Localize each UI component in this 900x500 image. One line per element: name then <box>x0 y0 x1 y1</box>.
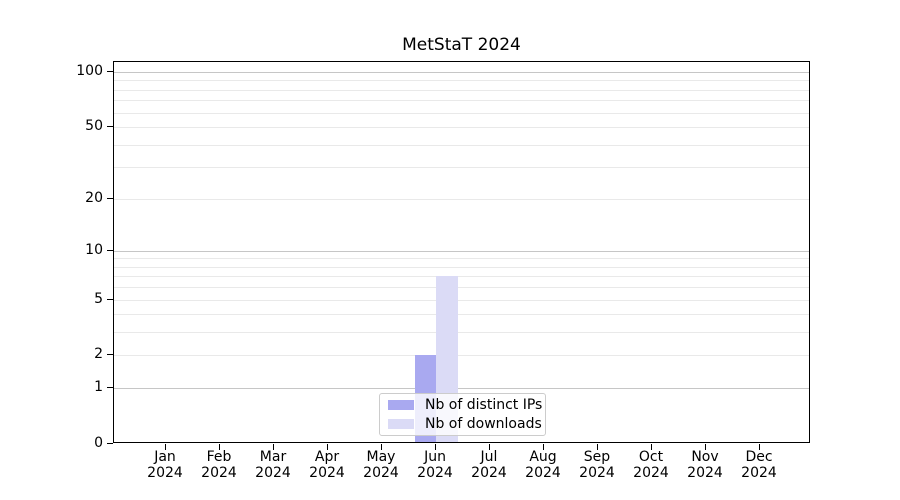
x-tick-mark <box>489 444 490 450</box>
legend-swatch <box>388 400 414 410</box>
x-tick-month: Jun <box>424 449 446 465</box>
legend-label: Nb of downloads <box>425 416 542 432</box>
x-tick-year: 2024 <box>525 464 561 481</box>
x-tick-month: Jul <box>480 449 498 465</box>
plot-area <box>113 61 810 443</box>
y-gridline-minor <box>114 355 809 357</box>
y-tick-mark <box>107 298 113 300</box>
x-tick-year: 2024 <box>363 464 399 481</box>
y-gridline-major <box>114 71 809 73</box>
y-tick-label: 10 <box>85 241 103 258</box>
y-tick-mark <box>107 387 113 389</box>
y-gridline-minor <box>114 89 809 91</box>
y-tick-label: 2 <box>94 346 103 363</box>
y-gridline-minor <box>114 299 809 301</box>
y-gridline-minor <box>114 100 809 102</box>
x-tick-mark <box>327 444 328 450</box>
y-gridline-minor <box>114 167 809 169</box>
x-tick-label-jul: Jul 2024 <box>459 449 519 481</box>
y-tick-label: 20 <box>85 189 103 206</box>
x-tick-mark <box>597 444 598 450</box>
x-tick-mark <box>273 444 274 450</box>
y-gridline-minor <box>114 276 809 278</box>
x-tick-label-sep: Sep 2024 <box>567 449 627 481</box>
x-tick-label-jun: Jun 2024 <box>405 449 465 481</box>
x-tick-mark <box>219 444 220 450</box>
x-tick-year: 2024 <box>417 464 453 481</box>
y-gridline-major <box>114 388 809 390</box>
x-tick-month: Nov <box>691 449 719 465</box>
y-tick-mark <box>107 354 113 356</box>
x-tick-month: Apr <box>314 449 340 465</box>
x-tick-mark <box>165 444 166 450</box>
y-gridline-minor <box>114 314 809 316</box>
y-gridline-minor <box>114 258 809 260</box>
x-tick-year: 2024 <box>201 464 237 481</box>
x-tick-label-jan: Jan 2024 <box>135 449 195 481</box>
y-tick-mark <box>107 443 113 444</box>
x-tick-label-mar: Mar 2024 <box>243 449 303 481</box>
y-tick-mark <box>107 126 113 128</box>
y-gridline-minor <box>114 144 809 146</box>
y-tick-label: 50 <box>85 118 103 135</box>
y-tick-mark <box>107 70 113 72</box>
y-gridline-minor <box>114 112 809 114</box>
x-tick-month: Mar <box>259 449 287 465</box>
x-tick-mark <box>543 444 544 450</box>
x-tick-month: Jan <box>154 449 176 465</box>
y-gridline-minor <box>114 80 809 82</box>
y-tick-label: 1 <box>94 379 103 396</box>
y-tick-label: 100 <box>76 62 103 79</box>
x-tick-month: Aug <box>529 449 557 465</box>
legend-entry: Nb of downloads <box>380 416 545 432</box>
x-tick-mark <box>759 444 760 450</box>
x-tick-year: 2024 <box>471 464 507 481</box>
y-gridline-minor <box>114 266 809 268</box>
x-tick-mark <box>651 444 652 450</box>
y-gridline-minor <box>114 287 809 289</box>
x-tick-mark <box>435 444 436 450</box>
x-tick-year: 2024 <box>579 464 615 481</box>
x-tick-year: 2024 <box>309 464 345 481</box>
x-tick-month: May <box>366 449 396 465</box>
x-tick-label-aug: Aug 2024 <box>513 449 573 481</box>
x-tick-year: 2024 <box>687 464 723 481</box>
legend-entry: Nb of distinct IPs <box>380 397 545 413</box>
legend-label: Nb of distinct IPs <box>425 397 543 413</box>
x-tick-year: 2024 <box>147 464 183 481</box>
x-tick-year: 2024 <box>741 464 777 481</box>
y-tick-label: 0 <box>94 435 103 451</box>
x-tick-month: Sep <box>583 449 611 465</box>
x-tick-mark <box>705 444 706 450</box>
x-tick-month: Dec <box>745 449 773 465</box>
x-tick-label-dec: Dec 2024 <box>729 449 789 481</box>
x-tick-year: 2024 <box>255 464 291 481</box>
chart-title: MetStaT 2024 <box>402 35 521 55</box>
x-tick-label-feb: Feb 2024 <box>189 449 249 481</box>
x-tick-year: 2024 <box>633 464 669 481</box>
y-gridline-minor <box>114 127 809 129</box>
x-tick-label-nov: Nov 2024 <box>675 449 735 481</box>
x-tick-mark <box>381 444 382 450</box>
legend-swatch <box>388 419 414 429</box>
x-tick-month: Oct <box>638 449 664 465</box>
y-tick-mark <box>107 197 113 199</box>
x-tick-label-apr: Apr 2024 <box>297 449 357 481</box>
legend: Nb of distinct IPs Nb of downloads <box>379 393 546 436</box>
y-gridline-major <box>114 250 809 252</box>
y-tick-mark <box>107 249 113 251</box>
x-tick-month: Feb <box>206 449 232 465</box>
x-tick-label-oct: Oct 2024 <box>621 449 681 481</box>
x-tick-label-may: May 2024 <box>351 449 411 481</box>
y-tick-label: 5 <box>94 290 103 307</box>
y-gridline-minor <box>114 332 809 334</box>
y-gridline-minor <box>114 198 809 200</box>
